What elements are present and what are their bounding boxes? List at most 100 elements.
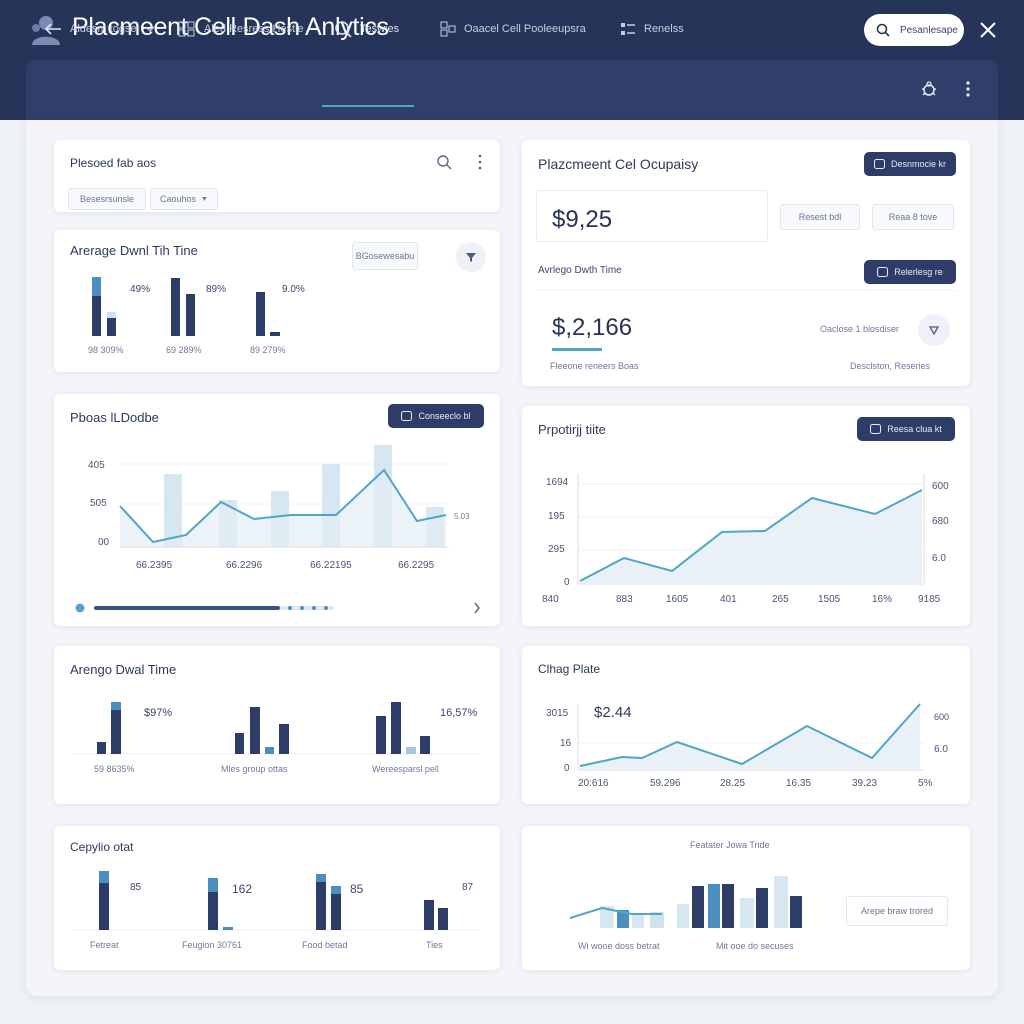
bar	[600, 906, 614, 928]
mixed-label-left: Wi wooe doss betrat	[578, 941, 660, 951]
y-tick-right: 6.0	[934, 744, 948, 755]
mixed-title: Featater Jowa Tride	[690, 840, 770, 850]
x-tick: 16%	[872, 594, 893, 605]
dwell-bars-title: Arerage Dwnl Tih Tine	[70, 243, 198, 258]
dwell-bars-button[interactable]: BGosewesabu	[352, 242, 418, 270]
bar	[164, 474, 182, 547]
page-dot[interactable]	[324, 606, 328, 610]
bar	[316, 874, 326, 882]
bar-category-label: Feugion 30761	[182, 940, 243, 950]
value-underline	[552, 348, 602, 351]
bar	[406, 747, 416, 754]
bar-sub-label: 69 289%	[166, 345, 202, 355]
occupancy-card: Plazcmeent Cel Ocupaisy Desnmocie kr $9,…	[522, 140, 970, 386]
slider-fill	[94, 606, 280, 610]
filter-dropdown[interactable]: Caouhos ▼	[150, 188, 218, 210]
grid-icon	[178, 21, 195, 37]
slider-handle[interactable]	[75, 603, 85, 613]
x-tick: 883	[616, 594, 633, 605]
search-button[interactable]: Pesanlesape	[864, 14, 964, 46]
bar-sub-label: 59 8635%	[94, 764, 135, 774]
filter-title: Plesoed fab aos	[70, 156, 157, 170]
right-label: 5.03	[454, 512, 470, 521]
bar	[632, 914, 644, 928]
bar-number: 87	[462, 882, 474, 893]
dwell2-title: Arengo Dwal Time	[70, 662, 177, 677]
reset-chip[interactable]: Resest bdl	[780, 204, 860, 230]
value-box	[536, 190, 768, 242]
bar	[677, 904, 689, 928]
filter-icon-button[interactable]	[456, 242, 486, 272]
dwell-card-2: Arengo Dwal Time $97% 16,57% 59 8635% Ml…	[54, 646, 500, 804]
bar	[250, 707, 260, 754]
more-vertical-icon[interactable]	[476, 154, 484, 170]
back-label: Aldesm togse	[70, 23, 137, 35]
bar	[740, 898, 754, 928]
combo-button[interactable]: Conseeclo bl	[388, 404, 484, 428]
bar	[265, 747, 274, 754]
bar	[316, 874, 326, 930]
area-chart-card: Prpotirjj tiite Reesa clua kt 1694 195 2…	[522, 406, 970, 626]
combo-button-label: Conseeclo bl	[418, 411, 471, 421]
bar-sub-label: 98 309%	[88, 345, 124, 355]
y-tick-right: 6.0	[932, 553, 946, 564]
area-chart-2	[577, 703, 924, 771]
x-tick: 1505	[818, 594, 841, 605]
occupancy-button[interactable]: Desnmocie kr	[864, 152, 956, 176]
chevron-right-icon[interactable]	[474, 602, 480, 614]
nav-item-teswies[interactable]: Teswies	[334, 20, 399, 38]
area2-title: Clhag Plate	[538, 662, 601, 676]
bar	[107, 318, 116, 336]
combo-title: Pboas lLDodbe	[70, 410, 159, 425]
occupancy-button-2[interactable]: Relerlesg re	[864, 260, 956, 284]
bar	[99, 871, 109, 883]
active-tab-indicator	[322, 105, 414, 107]
mixed-chart-card: Featater Jowa Tride Wi wooe doss betrat …	[522, 826, 970, 970]
bar	[756, 888, 768, 928]
nav-item-renelss[interactable]: Renelss	[620, 20, 684, 38]
bar-sub-label: 89 279%	[250, 345, 286, 355]
nav-item-label: Aled Resress Hestle	[204, 23, 304, 35]
page-dot[interactable]	[300, 606, 304, 610]
bar	[692, 886, 704, 928]
y-tick: 0	[564, 577, 570, 588]
bar	[420, 736, 430, 754]
mixed-label-right: Mit ooe do secuses	[716, 941, 794, 951]
y-tick-right: 600	[934, 712, 950, 722]
y-tick: 1694	[546, 477, 569, 488]
occupancy-subtitle: Avrlego Dwth Time	[538, 265, 622, 276]
bug-icon[interactable]	[920, 80, 938, 98]
bar	[208, 878, 218, 930]
mixed-button[interactable]: Arepe braw trored	[846, 896, 948, 926]
bars3-title: Cepylio otat	[70, 840, 134, 854]
bars3-chart	[74, 871, 480, 931]
bar	[331, 886, 341, 894]
more-vertical-icon[interactable]	[962, 80, 974, 98]
close-icon[interactable]	[976, 18, 1000, 42]
filter-chip[interactable]: Besesrsunsle	[68, 188, 146, 210]
bar	[331, 886, 341, 930]
area2-value: $2.44	[594, 704, 632, 721]
search-icon	[876, 23, 890, 37]
bar	[722, 884, 734, 928]
nav-item-oaacel[interactable]: Oaacel Cell Pooleeupsra	[440, 20, 586, 38]
bar	[92, 277, 101, 336]
page-dot[interactable]	[288, 606, 292, 610]
bar-category-label: Ties	[426, 940, 443, 950]
x-tick: 265	[772, 594, 789, 605]
search-icon[interactable]	[436, 154, 452, 170]
back-nav[interactable]: Aldesm togse	[44, 20, 155, 38]
range-chip[interactable]: Reaa 8 tove	[872, 204, 954, 230]
series-line	[579, 703, 921, 767]
page-dot[interactable]	[312, 606, 316, 610]
y-tick: 3015	[546, 708, 569, 719]
area-chart	[577, 474, 925, 585]
occupancy-value: $9,25	[552, 206, 613, 233]
diamond-button[interactable]	[918, 314, 950, 346]
bar-pct-label: 89%	[206, 284, 227, 295]
area-title: Prpotirjj tiite	[538, 422, 606, 437]
area-button[interactable]: Reesa clua kt	[857, 417, 955, 441]
series-line	[569, 906, 662, 919]
area-button-label: Reesa clua kt	[887, 424, 942, 434]
nav-item-resress[interactable]: Aled Resress Hestle	[178, 20, 304, 38]
